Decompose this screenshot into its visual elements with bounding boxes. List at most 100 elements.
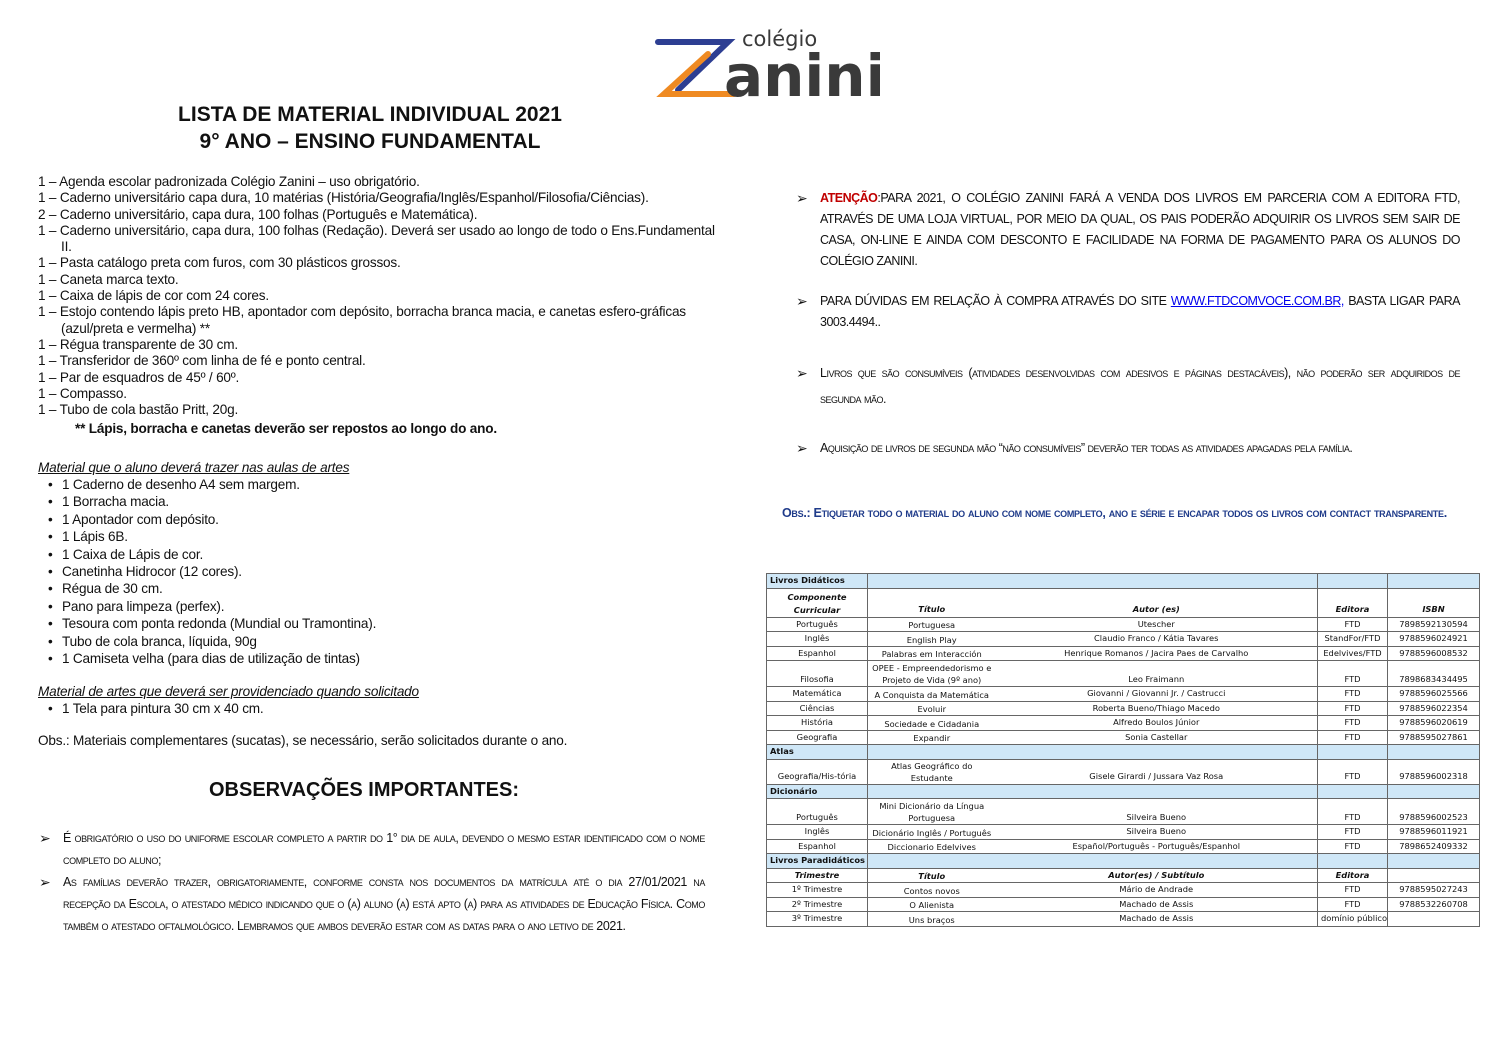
arrow-bullet-icon: ➢: [39, 874, 51, 890]
table-cell: domínio público: [1317, 911, 1388, 927]
table-cell: Inglês: [766, 824, 868, 840]
arrow-bullet-icon: ➢: [796, 190, 808, 206]
section-title: Livros Didáticos: [766, 573, 868, 589]
table-cell: Silveira Bueno: [995, 798, 1318, 825]
svg-text:anini: anini: [724, 42, 880, 102]
table-cell: Gisele Girardi / Jussara Vaz Rosa: [995, 758, 1318, 785]
table-cell: História: [766, 715, 868, 731]
table-cell: Sonia Castellar: [995, 729, 1318, 745]
attention-note: ➢ ATENÇÃO:PARA 2021, O COLÉGIO ZANINI FAR…: [796, 190, 1461, 268]
table-cell: Alfredo Boulos Júnior: [995, 715, 1318, 731]
table-cell: Dicionário Inglês / Português: [867, 824, 996, 840]
table-cell: 9788596022354: [1387, 700, 1480, 716]
table-cell: FTD: [1317, 686, 1388, 702]
table-row: História Sociedade e Cidadania Alfredo Bou…: [766, 715, 1480, 731]
material-item: 1 – Pasta catálogo preta com furos, com …: [38, 255, 401, 271]
document-subtitle: 9° ANO – ENSINO FUNDAMENTAL: [199, 130, 541, 153]
table-header-row: Trimestre Título Autor(es) / Subtítulo Edit…: [766, 867, 1480, 883]
empty-cell: [1387, 853, 1480, 869]
empty-cell: [1387, 573, 1480, 589]
document-title: LISTA DE MATERIAL INDIVIDUAL 2021: [178, 103, 562, 126]
arrow-bullet-icon: ➢: [796, 293, 808, 309]
books-table: Livros Didáticos Componente Curricular Tít…: [766, 573, 1480, 927]
table-row: Inglês Dicionário Inglês / Português Silve…: [766, 824, 1480, 840]
table-cell: Uns braços: [867, 911, 996, 927]
labeling-note: Obs.: Etiquetar todo o material do aluno…: [782, 506, 1447, 520]
material-item: 1 – Compasso.: [38, 385, 127, 401]
table-row: 1º Trimestre Contos novos Mário de Andrade…: [766, 882, 1480, 898]
empty-cell: [1317, 744, 1388, 760]
table-cell: 9788596002523: [1387, 798, 1480, 825]
empty-cell: [1317, 573, 1388, 589]
table-row: 3º Trimestre Uns braços Machado de Assis do…: [766, 911, 1480, 927]
material-item: 1 – Caixa de lápis de cor com 24 cores.: [38, 288, 269, 304]
table-row: Espanhol Palabras em Interacción Henrique …: [766, 645, 1480, 661]
table-cell: 9788596008532: [1387, 645, 1480, 661]
table-cell: 9788596024921: [1387, 631, 1480, 647]
table-row: Ciências Evoluir Roberta Bueno/Thiago Mace…: [766, 700, 1480, 716]
material-item: 1 – Estojo contendo lápis preto HB, apon…: [38, 304, 686, 336]
empty-cell: [867, 744, 996, 760]
table-cell: Português: [766, 616, 868, 632]
material-item: 1 – Régua transparente de 30 cm.: [38, 336, 238, 352]
arrow-bullet-icon: ➢: [796, 365, 808, 381]
table-cell: Portuguesa: [867, 616, 996, 632]
arts-material-item: 1 Lápis 6B.: [48, 528, 718, 546]
arrow-bullet-icon: ➢: [796, 440, 808, 456]
table-cell: Contos novos: [867, 882, 996, 898]
colegio-zanini-logo: colégio anini: [650, 22, 885, 110]
table-cell: Roberta Bueno/Thiago Macedo: [995, 700, 1318, 716]
table-cell: 9788596020619: [1387, 715, 1480, 731]
material-item: 1 – Par de esquadros de 45º / 60º.: [38, 369, 240, 385]
table-cell: Silveira Bueno: [995, 824, 1318, 840]
table-row: Português Mini Dicionário da Língua Portu…: [766, 798, 1480, 825]
table-section-row: Livros Didáticos: [766, 573, 1480, 589]
consumable-books-note: ➢ Livros que são consumíveis (atividades …: [796, 360, 1461, 412]
table-cell: StandFor/FTD: [1317, 631, 1388, 647]
table-section-row: Livros Paradidáticos: [766, 853, 1480, 869]
table-cell: FTD: [1317, 882, 1388, 898]
table-cell: FTD: [1317, 729, 1388, 745]
table-row: Matemática A Conquista da Matemática Giova…: [766, 686, 1480, 702]
table-row: Filosofia OPEE - Empreendedorismo e Proje…: [766, 660, 1480, 687]
empty-cell: [1317, 853, 1388, 869]
arts-on-request-title: Material de artes que deverá ser provide…: [38, 683, 419, 699]
table-cell: Geografia/His-tória: [766, 758, 868, 785]
empty-cell: [1387, 744, 1480, 760]
table-cell: 7898592130594: [1387, 616, 1480, 632]
table-cell: Autor(es) / Subtítulo: [995, 867, 1318, 883]
table-cell: Matemática: [766, 686, 868, 702]
uniform-note: ➢ É obrigatório o uso do uniforme escolar…: [39, 827, 705, 871]
table-cell: OPEE - Empreendedorismo e Projeto de Vid…: [867, 660, 996, 687]
medical-certificate-note: ➢ As famílias deverão trazer, obrigatoria…: [39, 871, 705, 937]
table-cell: Espanhol: [766, 645, 868, 661]
material-item: 1 – Caderno universitário capa dura, 10 …: [38, 190, 649, 206]
table-cell: FTD: [1317, 660, 1388, 687]
arts-material-item: Tesoura com ponta redonda (Mundial ou Tr…: [48, 615, 718, 633]
empty-cell: [867, 853, 996, 869]
table-cell: O Alienista: [867, 896, 996, 912]
table-row: Geografia Expandir Sonia Castellar FTD 97885…: [766, 729, 1480, 745]
table-cell: Español/Português - Português/Espanhol: [995, 838, 1318, 854]
table-cell: 9788532260708: [1387, 896, 1480, 912]
ftd-site-link[interactable]: WWW.FTDCOMVOCE.COM.BR,: [1170, 294, 1345, 308]
table-cell: Diccionario Edelvives: [867, 838, 996, 854]
table-cell: FTD: [1317, 838, 1388, 854]
table-cell: 2º Trimestre: [766, 896, 868, 912]
doubts-note: ➢ PARA DÚVIDAS EM RELAÇÃO À COMPRA ATRAVÉ…: [796, 293, 1460, 329]
empty-cell: [995, 573, 1318, 589]
column-header: Componente Curricular: [766, 587, 868, 618]
table-cell: Machado de Assis: [995, 911, 1318, 927]
table-cell: Filosofia: [766, 660, 868, 687]
arts-material-item: Canetinha Hidrocor (12 cores).: [48, 563, 718, 581]
material-item: 1 – Tubo de cola bastão Pritt, 20g.: [38, 402, 239, 418]
table-cell: Mário de Andrade: [995, 882, 1318, 898]
table-cell: Henrique Romanos / Jacira Paes de Carval…: [995, 645, 1318, 661]
table-cell: FTD: [1317, 824, 1388, 840]
arts-material-item: 1 Apontador com depósito.: [48, 511, 718, 529]
table-cell: Utescher: [995, 616, 1318, 632]
table-cell: Português: [766, 798, 868, 825]
table-cell: Inglês: [766, 631, 868, 647]
table-cell: Geografia: [766, 729, 868, 745]
